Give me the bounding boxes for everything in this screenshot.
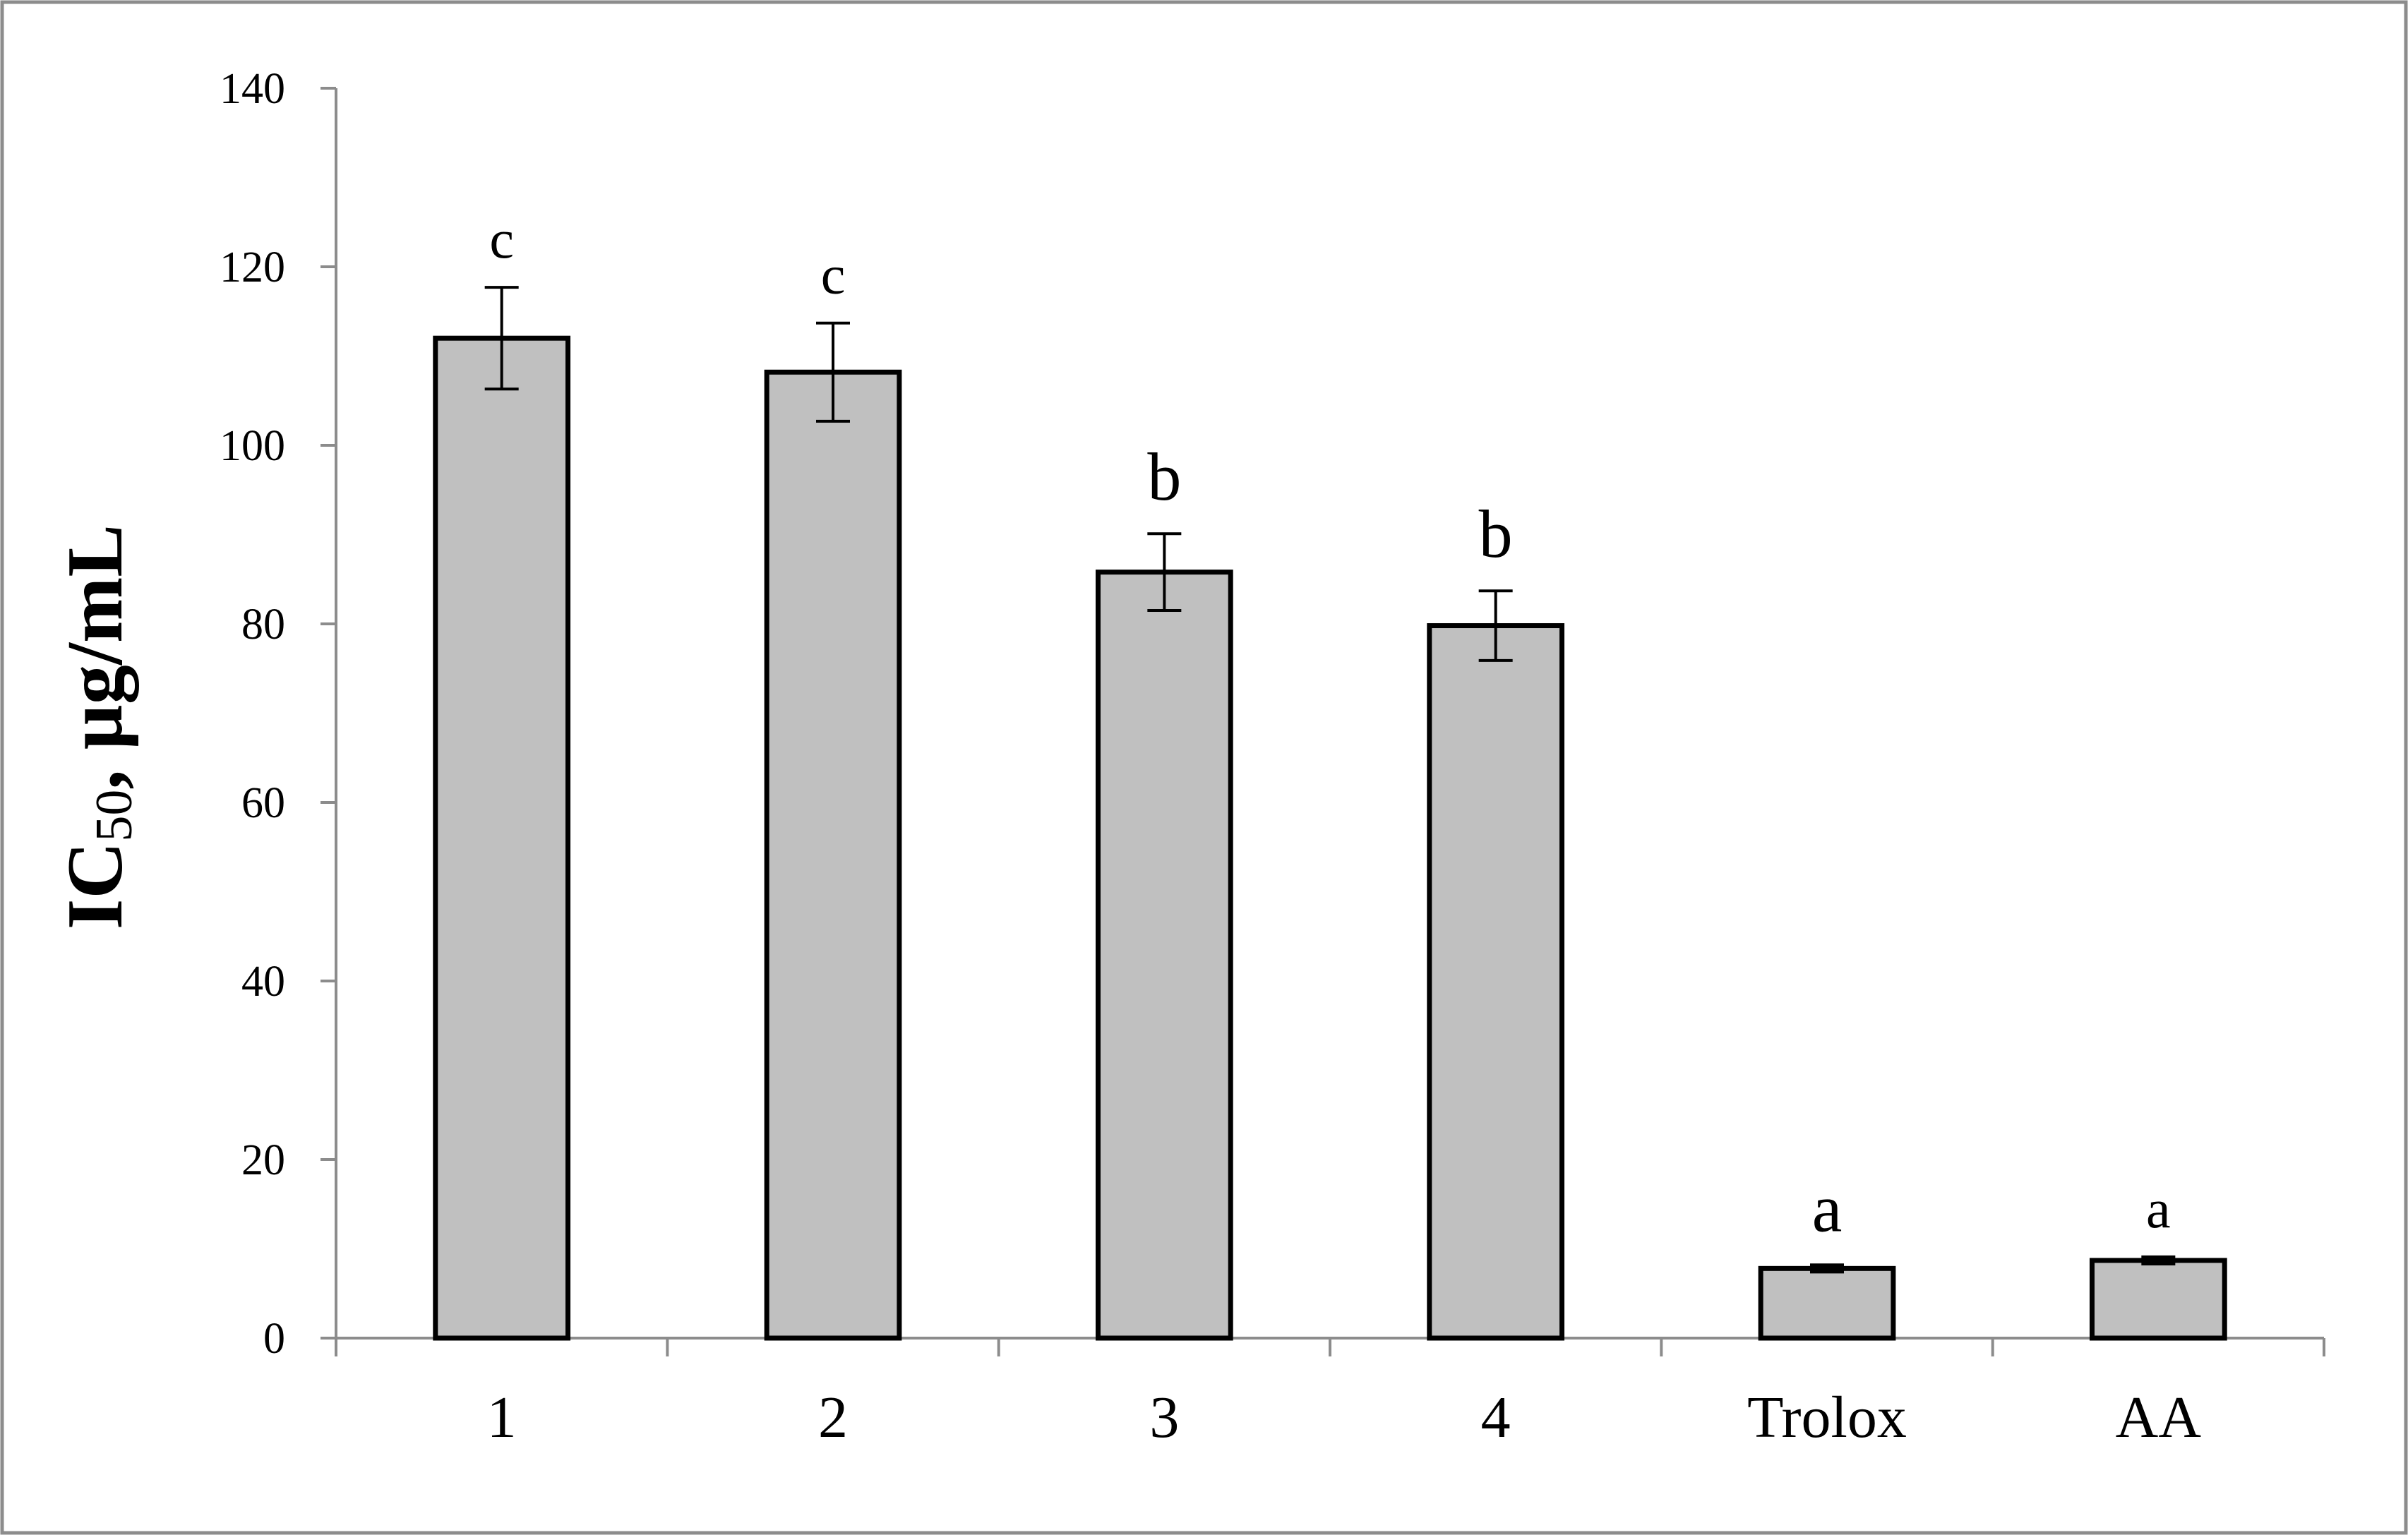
y-tick-label: 140 [220,65,285,113]
x-tick-label: Trolox [1747,1385,1907,1450]
y-tick-label: 120 [220,243,285,291]
y-axis-title: IC50, µg/mL [52,524,143,929]
y-axis-title-suffix: , µg/mL [52,524,139,790]
significance-letter: b [1479,496,1513,572]
bar [433,335,571,1341]
x-tick-label: 3 [1149,1385,1179,1450]
y-tick-label: 80 [241,601,285,649]
x-tick-label: 1 [487,1385,517,1450]
y-axis-title-subscript: 50 [85,790,143,842]
bars [433,335,2227,1341]
significance-letters: c c b b a a [489,208,2170,1246]
x-tick-label: 4 [1481,1385,1511,1450]
significance-letter: c [489,208,514,270]
bar [764,369,902,1341]
y-axis: 0 20 40 60 80 100 120 140 [220,65,337,1363]
bar [1427,623,1565,1341]
significance-letter: c [821,244,846,306]
error-bars [484,286,2176,1274]
significance-letter: b [1147,439,1181,514]
x-axis: 1 2 3 4 Trolox AA [321,1337,2325,1450]
significance-letter: a [2146,1178,2171,1239]
y-tick-label: 40 [241,958,285,1006]
significance-letter: a [1812,1170,1843,1246]
y-tick-label: 100 [220,422,285,470]
bar [1758,1265,1896,1341]
y-tick-label: 20 [241,1136,285,1184]
bar [1095,570,1233,1341]
x-tick-label: 2 [818,1385,848,1450]
y-axis-title-prefix: IC [52,842,139,929]
x-tick-label: AA [2116,1385,2202,1450]
bar [2089,1258,2227,1341]
y-tick-label: 0 [263,1315,285,1363]
y-tick-label: 60 [241,779,285,827]
